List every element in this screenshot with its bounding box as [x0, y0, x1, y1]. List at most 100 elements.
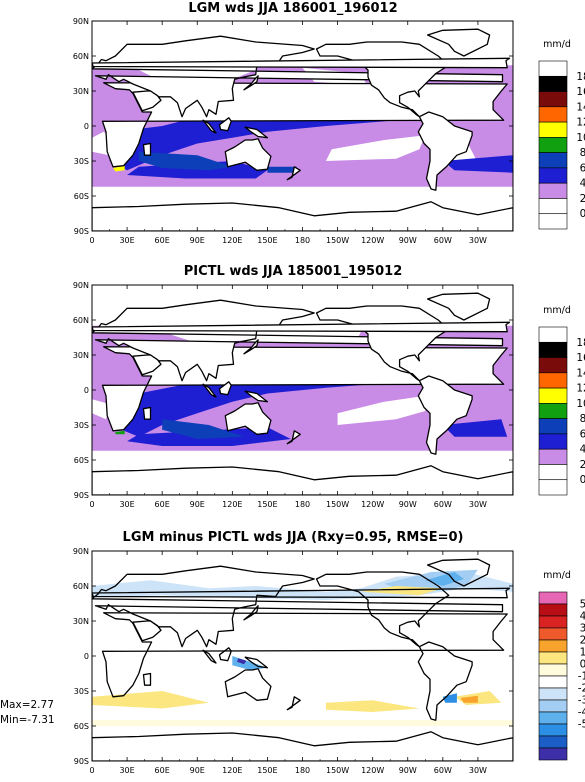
colorbar-swatch — [538, 75, 568, 92]
coastline-eurasia — [92, 565, 504, 648]
coastline-eurasia — [92, 35, 504, 118]
colorbar-label: 6 — [580, 162, 585, 174]
coastline-japan — [243, 75, 259, 91]
panel-title: PICTL wds JJA 185001_195012 — [184, 264, 402, 279]
colorbar-unit: mm/d — [543, 39, 571, 50]
y-tick-label: 90S — [74, 757, 89, 766]
colorbar-label: 2 — [580, 635, 585, 647]
colorbar-unit: mm/d — [543, 570, 571, 581]
colorbar: 18 16 14 12 10 8 6 4 2 0 — [538, 326, 585, 496]
map-field — [92, 21, 513, 231]
x-tick-label: 150E — [257, 500, 277, 509]
x-tick-label: 90W — [399, 500, 417, 509]
colorbar-label: 8 — [580, 413, 585, 425]
x-tick-label: 120E — [222, 766, 242, 775]
y-tick-label: 0 — [84, 652, 89, 661]
coastline-japan — [243, 339, 259, 355]
field-contour-8 — [442, 155, 513, 173]
coastline-sumatra — [202, 383, 217, 398]
y-tick-label: 60N — [73, 582, 89, 591]
colorbar-label: 8 — [580, 147, 585, 159]
x-tick-label: 180 — [295, 500, 310, 509]
field-contour-9 — [460, 695, 478, 703]
colorbar-swatch — [538, 627, 568, 641]
max-value-label: Max=2.77 — [0, 699, 54, 711]
colorbar-label: 12 — [576, 117, 585, 129]
colorbar-label: 10 — [576, 132, 585, 144]
x-tick-label: 60W — [434, 766, 452, 775]
y-tick-label: 90S — [74, 227, 89, 236]
colorbar-swatch — [538, 464, 568, 481]
colorbar-swatch — [538, 418, 568, 435]
y-tick-label: 30N — [73, 351, 89, 360]
x-tick-label: 120W — [361, 236, 384, 245]
x-tick-label: 90E — [190, 500, 205, 509]
colorbar-swatch — [538, 603, 568, 617]
field-contour-10 — [267, 166, 297, 173]
colorbar-label: 1 — [580, 647, 585, 659]
x-tick-label: 30W — [469, 766, 487, 775]
coastline-uk — [92, 321, 511, 333]
colorbar-swatch — [538, 747, 568, 761]
field-contour-6 — [442, 419, 508, 437]
field-contour-0 — [92, 720, 513, 726]
x-tick-label: 90W — [399, 236, 417, 245]
colorbar-swatch — [538, 663, 568, 677]
field-contour-5 — [237, 658, 247, 665]
x-tick-label: 90E — [190, 236, 205, 245]
coastline-australia — [224, 402, 272, 435]
colorbar-swatch — [538, 433, 568, 450]
coastline-arabia — [132, 620, 162, 642]
min-value-label: Min=-7.31 — [0, 714, 55, 726]
coastline-nz — [286, 430, 301, 445]
field-contour-11 — [113, 165, 125, 172]
colorbar-swatch — [538, 341, 568, 358]
coastline-eurasia — [92, 299, 504, 382]
colorbar-swatch — [538, 372, 568, 389]
colorbar-label: 18 — [576, 71, 585, 83]
y-tick-label: 60N — [73, 316, 89, 325]
coastline-greenland — [426, 558, 491, 587]
coastline-namerica — [315, 571, 450, 648]
y-tick-label: 60S — [74, 456, 89, 465]
coastline-greenland — [426, 292, 491, 321]
colorbar-label: 14 — [576, 367, 585, 379]
colorbar-swatch — [538, 675, 568, 689]
y-tick-label: 30S — [74, 157, 89, 166]
x-tick-label: 90E — [190, 766, 205, 775]
y-tick-label: 90N — [73, 547, 89, 556]
panel-title: LGM wds JJA 186001_196012 — [188, 1, 397, 16]
x-tick-label: 0 — [89, 766, 94, 775]
coastline-madagascar — [142, 406, 152, 420]
y-tick-label: 90N — [73, 281, 89, 290]
y-tick-label: 90S — [74, 491, 89, 500]
field-contour-7 — [325, 700, 420, 712]
colorbar-label: 6 — [580, 428, 585, 440]
coastline-uk — [92, 587, 511, 599]
colorbar-swatch — [538, 448, 568, 465]
colorbar: 18 16 14 12 10 8 6 4 2 0 — [538, 60, 585, 230]
coastline-nz — [286, 166, 301, 181]
colorbar-swatch — [538, 152, 568, 169]
field-contour-8 — [115, 430, 125, 435]
colorbar-swatch — [538, 167, 568, 184]
coastline-antarctica — [92, 465, 513, 495]
colorbar-label: -4 — [578, 707, 585, 719]
coastline-newguinea — [244, 126, 269, 139]
coastline-newguinea — [244, 656, 269, 669]
x-tick-label: 120W — [361, 766, 384, 775]
map-panel-3: LGM minus PICTL wds JJA (Rxy=0.95, RMSE=… — [0, 530, 585, 775]
x-tick-label: 60E — [155, 236, 170, 245]
map-field — [92, 285, 513, 495]
colorbar-swatch — [538, 687, 568, 701]
map-field — [92, 551, 513, 761]
coastline-borneo — [218, 647, 232, 662]
coastline-samerica — [417, 375, 473, 455]
colorbar-swatch — [538, 182, 568, 199]
x-tick-label: 30E — [119, 766, 134, 775]
colorbar-label: 4 — [580, 611, 585, 623]
map-panel-1: LGM wds JJA 186001_196012 0 30E 60E 90E 120E 1… — [73, 1, 585, 245]
field-contour-9 — [138, 151, 233, 171]
